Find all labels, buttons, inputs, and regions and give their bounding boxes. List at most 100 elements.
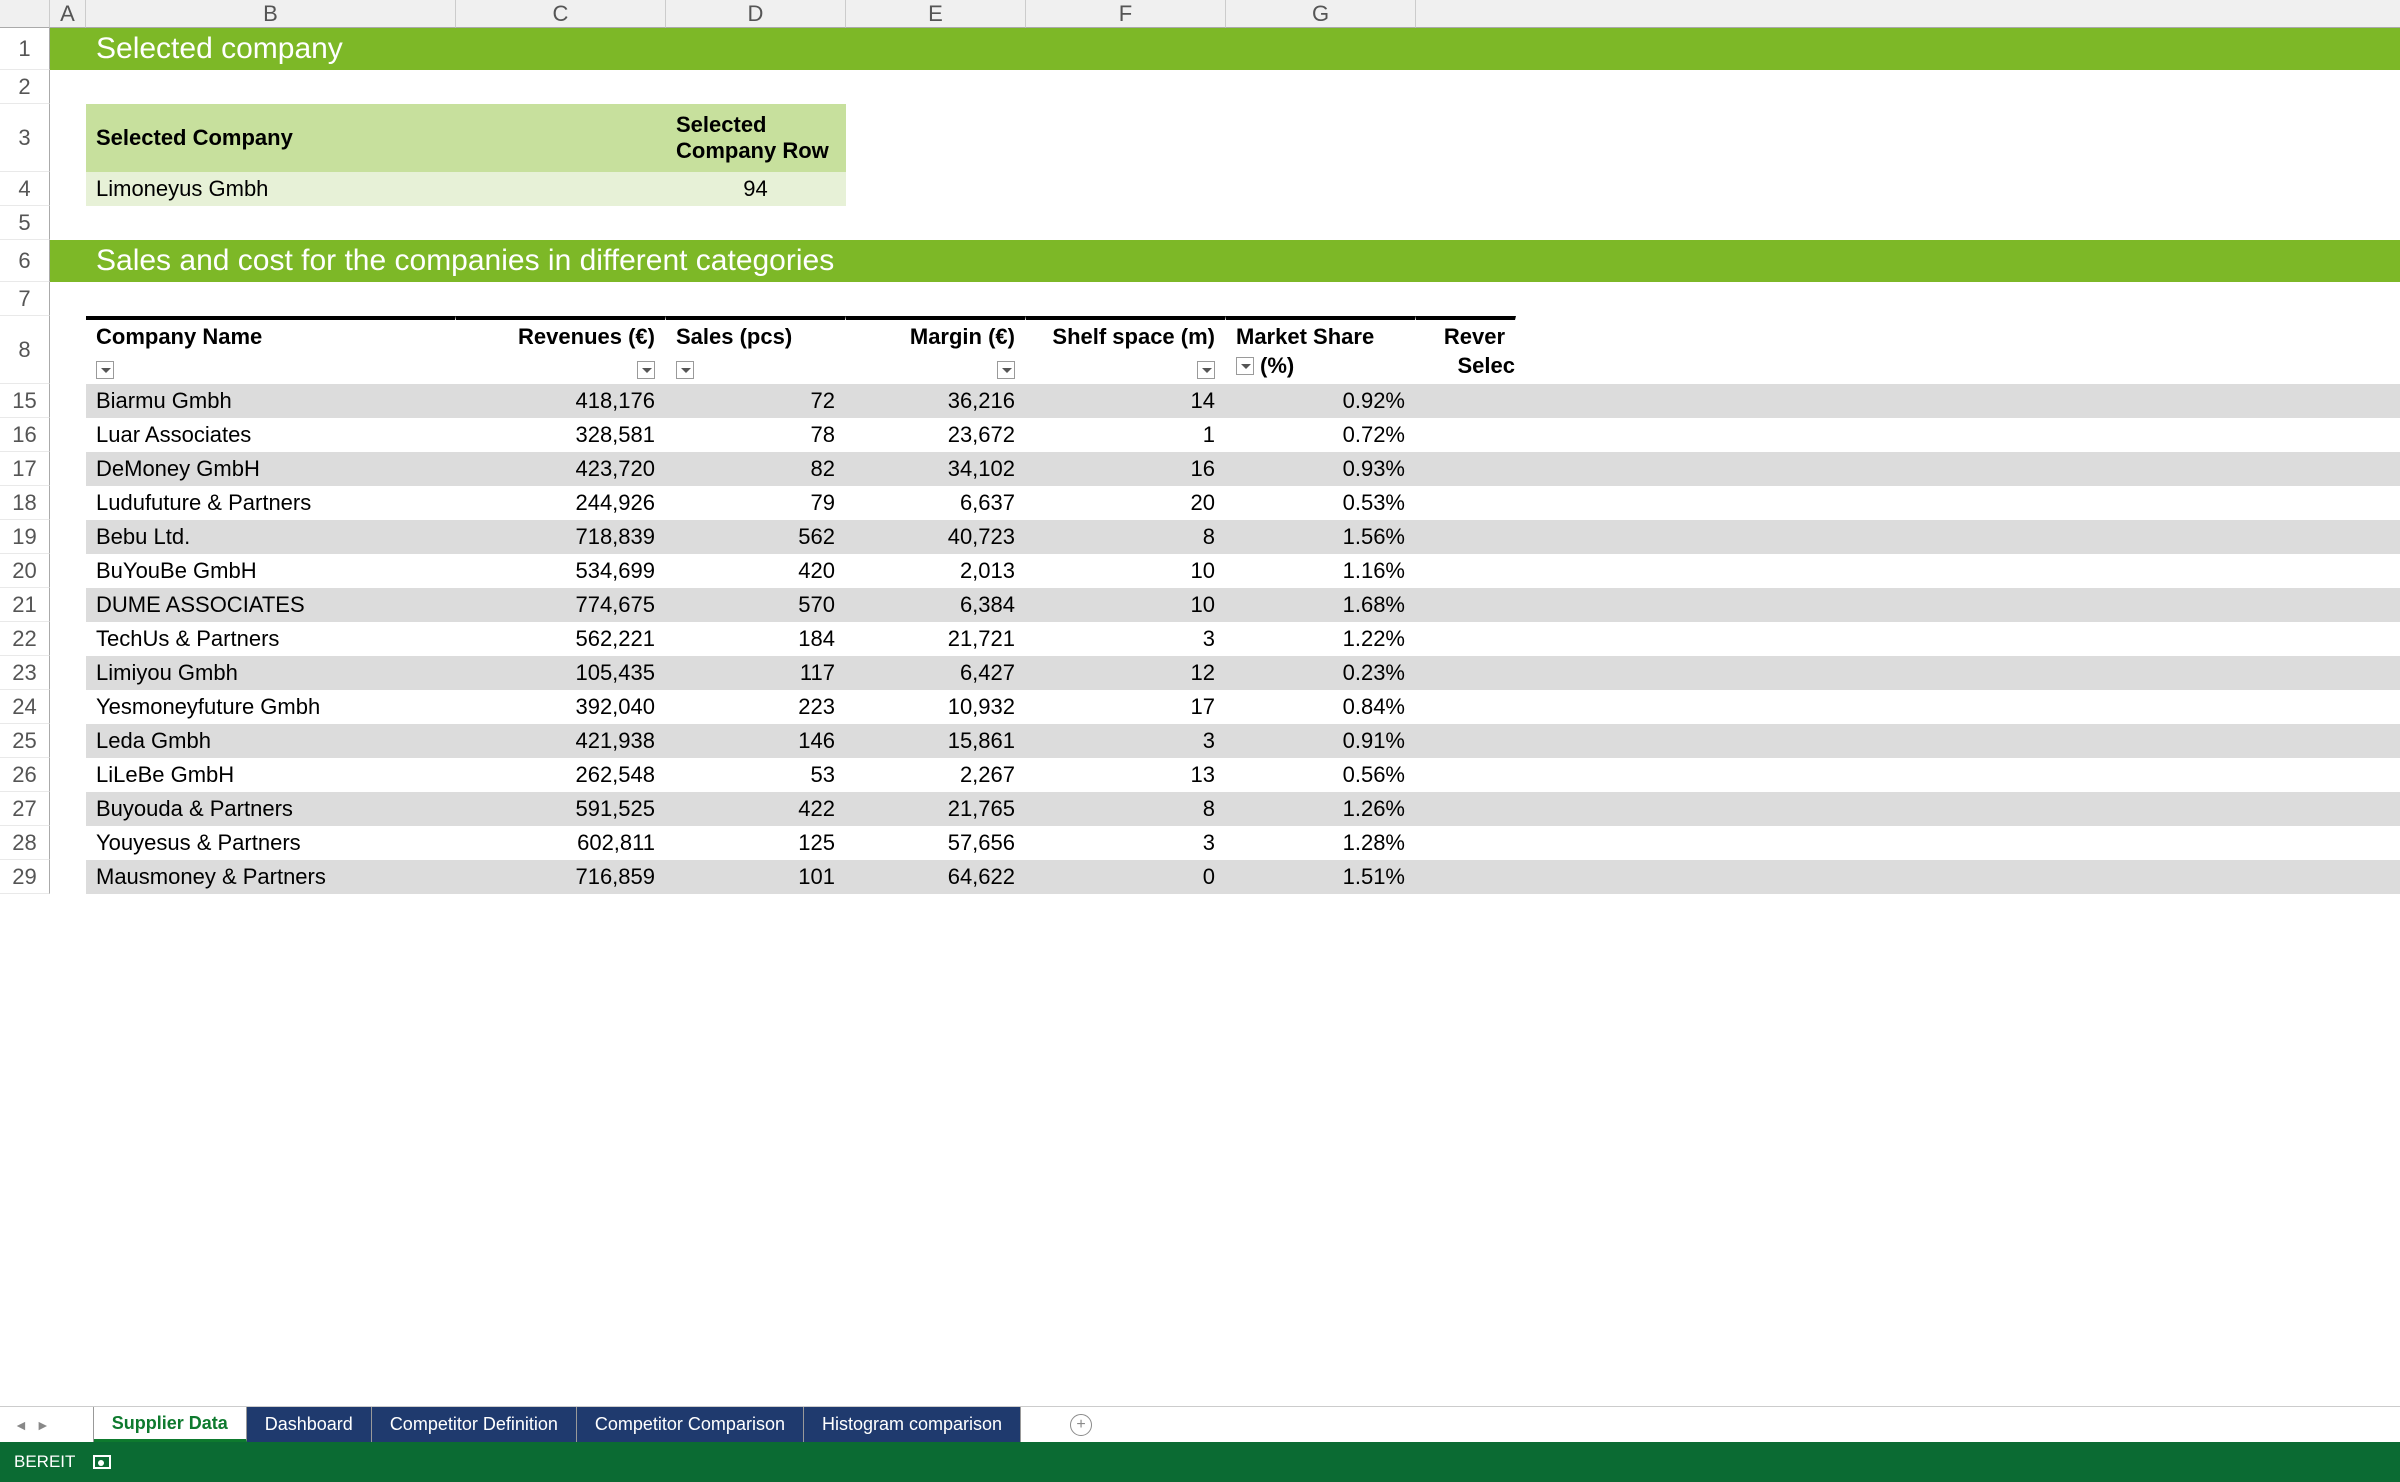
cell-shelf[interactable]: 3 — [1036, 626, 1215, 652]
cell-revenues[interactable]: 534,699 — [466, 558, 655, 584]
cell-shelf[interactable]: 3 — [1036, 728, 1215, 754]
cell-company-name[interactable]: Limiyou Gmbh — [96, 660, 445, 686]
cell-revenues[interactable]: 591,525 — [466, 796, 655, 822]
cell-sales[interactable]: 82 — [676, 456, 835, 482]
cell-company-name[interactable]: DeMoney GmbH — [96, 456, 445, 482]
cell-margin[interactable]: 2,267 — [856, 762, 1015, 788]
cell-sales[interactable]: 101 — [676, 864, 835, 890]
cell-share[interactable]: 0.23% — [1236, 660, 1405, 686]
row-header-29[interactable]: 29 — [0, 860, 50, 894]
cell-sales[interactable]: 184 — [676, 626, 835, 652]
cell-revenues[interactable]: 418,176 — [466, 388, 655, 414]
cell-revenues[interactable]: 423,720 — [466, 456, 655, 482]
cell-share[interactable]: 1.26% — [1236, 796, 1405, 822]
row-header-20[interactable]: 20 — [0, 554, 50, 588]
cell-shelf[interactable]: 8 — [1036, 796, 1215, 822]
cell-revenues[interactable]: 718,839 — [466, 524, 655, 550]
cell-margin[interactable]: 6,384 — [856, 592, 1015, 618]
cell-margin[interactable]: 21,721 — [856, 626, 1015, 652]
cell-sales[interactable]: 53 — [676, 762, 835, 788]
filter-button[interactable] — [96, 361, 114, 379]
cell-company-name[interactable]: Luar Associates — [96, 422, 445, 448]
cell-company-name[interactable]: BuYouBe GmbH — [96, 558, 445, 584]
cell-sales[interactable]: 125 — [676, 830, 835, 856]
cell-margin[interactable]: 23,672 — [856, 422, 1015, 448]
tab-competitor-definition[interactable]: Competitor Definition — [372, 1407, 577, 1442]
cell-company-name[interactable]: Buyouda & Partners — [96, 796, 445, 822]
cell-share[interactable]: 0.84% — [1236, 694, 1405, 720]
cell-share[interactable]: 0.72% — [1236, 422, 1405, 448]
cell-company-name[interactable]: Bebu Ltd. — [96, 524, 445, 550]
cell-margin[interactable]: 2,013 — [856, 558, 1015, 584]
cell-share[interactable]: 1.28% — [1236, 830, 1405, 856]
select-all-corner[interactable] — [0, 0, 50, 28]
cell-margin[interactable]: 6,637 — [856, 490, 1015, 516]
row-header-26[interactable]: 26 — [0, 758, 50, 792]
cell-shelf[interactable]: 16 — [1036, 456, 1215, 482]
cell-sales[interactable]: 422 — [676, 796, 835, 822]
cell-company-name[interactable]: Youyesus & Partners — [96, 830, 445, 856]
filter-button[interactable] — [1236, 357, 1254, 375]
cell-sales[interactable]: 78 — [676, 422, 835, 448]
row-header-8[interactable]: 8 — [0, 316, 50, 384]
cell-revenues[interactable]: 105,435 — [466, 660, 655, 686]
row-header-27[interactable]: 27 — [0, 792, 50, 826]
cell-share[interactable]: 1.56% — [1236, 524, 1405, 550]
cell-margin[interactable]: 57,656 — [856, 830, 1015, 856]
cell-share[interactable]: 1.16% — [1236, 558, 1405, 584]
row-header-4[interactable]: 4 — [0, 172, 50, 206]
row-header-23[interactable]: 23 — [0, 656, 50, 690]
tab-dashboard[interactable]: Dashboard — [247, 1407, 372, 1442]
cell-revenues[interactable]: 602,811 — [466, 830, 655, 856]
col-header-F[interactable]: F — [1026, 0, 1226, 28]
cell-sales[interactable]: 570 — [676, 592, 835, 618]
cell-revenues[interactable]: 244,926 — [466, 490, 655, 516]
cell-shelf[interactable]: 10 — [1036, 558, 1215, 584]
cell-margin[interactable]: 6,427 — [856, 660, 1015, 686]
cell-sales[interactable]: 562 — [676, 524, 835, 550]
tab-nav-arrows[interactable]: ◄ ► — [0, 1407, 64, 1442]
cell-company-name[interactable]: Mausmoney & Partners — [96, 864, 445, 890]
cell-share[interactable]: 0.93% — [1236, 456, 1405, 482]
cell-margin[interactable]: 34,102 — [856, 456, 1015, 482]
col-header-rest[interactable] — [1416, 0, 2400, 28]
row-header-25[interactable]: 25 — [0, 724, 50, 758]
filter-button[interactable] — [676, 361, 694, 379]
col-header-A[interactable]: A — [50, 0, 86, 28]
col-header-E[interactable]: E — [846, 0, 1026, 28]
cell-shelf[interactable]: 20 — [1036, 490, 1215, 516]
row-header-16[interactable]: 16 — [0, 418, 50, 452]
cell-company-name[interactable]: Ludufuture & Partners — [96, 490, 445, 516]
cell-revenues[interactable]: 392,040 — [466, 694, 655, 720]
cell-revenues[interactable]: 421,938 — [466, 728, 655, 754]
cell-revenues[interactable]: 328,581 — [466, 422, 655, 448]
cell-margin[interactable]: 64,622 — [856, 864, 1015, 890]
cell-sales[interactable]: 223 — [676, 694, 835, 720]
cell-sales[interactable]: 79 — [676, 490, 835, 516]
col-header-D[interactable]: D — [666, 0, 846, 28]
row-header-21[interactable]: 21 — [0, 588, 50, 622]
cell-margin[interactable]: 40,723 — [856, 524, 1015, 550]
cell-shelf[interactable]: 0 — [1036, 864, 1215, 890]
cell-shelf[interactable]: 8 — [1036, 524, 1215, 550]
cell-share[interactable]: 1.22% — [1236, 626, 1405, 652]
cell-margin[interactable]: 15,861 — [856, 728, 1015, 754]
row-header-5[interactable]: 5 — [0, 206, 50, 240]
cell-margin[interactable]: 10,932 — [856, 694, 1015, 720]
cell-shelf[interactable]: 17 — [1036, 694, 1215, 720]
row-header-6[interactable]: 6 — [0, 240, 50, 282]
row-header-22[interactable]: 22 — [0, 622, 50, 656]
cell-company-name[interactable]: Leda Gmbh — [96, 728, 445, 754]
cell-sales[interactable]: 146 — [676, 728, 835, 754]
cell-share[interactable]: 0.91% — [1236, 728, 1405, 754]
cell-company-name[interactable]: Yesmoneyfuture Gmbh — [96, 694, 445, 720]
cell-shelf[interactable]: 13 — [1036, 762, 1215, 788]
cell-company-name[interactable]: LiLeBe GmbH — [96, 762, 445, 788]
col-header-G[interactable]: G — [1226, 0, 1416, 28]
cell-margin[interactable]: 21,765 — [856, 796, 1015, 822]
cell-shelf[interactable]: 3 — [1036, 830, 1215, 856]
row-header-2[interactable]: 2 — [0, 70, 50, 104]
cell-company-name[interactable]: TechUs & Partners — [96, 626, 445, 652]
row-header-17[interactable]: 17 — [0, 452, 50, 486]
row-header-15[interactable]: 15 — [0, 384, 50, 418]
